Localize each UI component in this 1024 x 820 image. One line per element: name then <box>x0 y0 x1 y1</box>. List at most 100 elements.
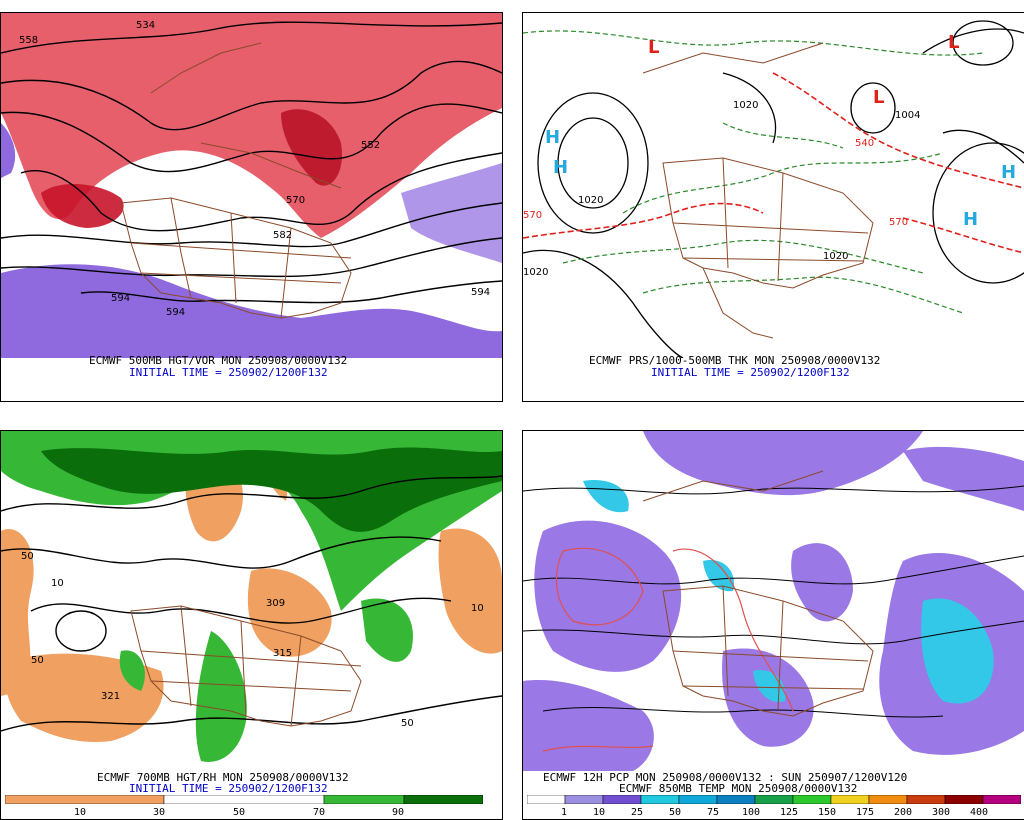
colorbar-swatch <box>602 795 642 804</box>
colorbar-label: 200 <box>894 807 913 818</box>
colorbar-label: 90 <box>392 807 405 818</box>
colorbar-label: 175 <box>856 807 875 818</box>
contour-label: 594 <box>166 307 185 318</box>
contour-label: 50 <box>31 655 44 666</box>
colorbar-swatch <box>403 795 483 804</box>
contour-label: 558 <box>19 35 38 46</box>
contour-label: 594 <box>471 287 490 298</box>
contour-label: 534 <box>136 20 155 31</box>
contour-label: 10 <box>51 578 64 589</box>
contour-label: 1020 <box>578 195 603 206</box>
colorbar-swatch <box>527 795 566 804</box>
panel-12h-pcp-850mb-temp: ECMWF 12H PCP MON 250908/0000V132 : SUN … <box>522 430 1024 820</box>
very-moist-rh-areas <box>41 447 502 532</box>
colorbar-label: 150 <box>818 807 837 818</box>
colorbar-swatch <box>678 795 718 804</box>
colorbar-label: 70 <box>313 807 326 818</box>
colorbar-swatch <box>868 795 908 804</box>
contour-label: 321 <box>101 691 120 702</box>
high-pressure-symbol: H <box>545 127 560 148</box>
panel-caption: ECMWF 12H PCP MON 250908/0000V132 : SUN … <box>543 771 908 784</box>
colorbar-swatch <box>323 795 405 804</box>
colorbar-swatch <box>982 795 1021 804</box>
colorbar-label: 50 <box>669 807 682 818</box>
precip-heavy-areas <box>583 480 994 704</box>
map-12h-pcp-850mb-temp <box>523 431 1024 771</box>
contour-label: 315 <box>273 648 292 659</box>
initial-time: INITIAL TIME = 250902/1200F132 <box>651 366 850 379</box>
contour-label: 1020 <box>523 267 548 278</box>
contour-labels: 558 534 552 570 582 594 594 594 <box>19 20 490 318</box>
colorbar-label: 300 <box>932 807 951 818</box>
contour-label: 552 <box>361 140 380 151</box>
panel-700mb-hgt-rh: 50 10 50 309 315 321 50 10 ECMWF 700MB H… <box>0 430 503 820</box>
rh-colorbar <box>5 795 483 804</box>
contour-label: 594 <box>111 293 130 304</box>
positive-vorticity-area <box>281 109 342 186</box>
map-700mb-hgt-rh: 50 10 50 309 315 321 50 10 <box>1 431 502 773</box>
contour-labels: 50 10 50 309 315 321 50 10 <box>21 551 484 729</box>
colorbar-label: 125 <box>780 807 799 818</box>
map-prs-thickness: H H H H L L L 1020 1020 1020 1004 570 54… <box>523 13 1024 358</box>
negative-vorticity-area <box>401 163 502 263</box>
panel-caption: ECMWF 700MB HGT/RH MON 250908/0000V132 <box>97 771 349 784</box>
contour-label: 50 <box>401 718 414 729</box>
negative-vorticity-area <box>1 123 16 178</box>
high-pressure-symbol: H <box>1001 162 1016 183</box>
colorbar-swatch <box>830 795 870 804</box>
colorbar-swatch <box>906 795 946 804</box>
colorbar-label: 10 <box>593 807 606 818</box>
negative-vorticity-area <box>1 264 502 358</box>
colorbar-label: 10 <box>74 807 87 818</box>
political-borders <box>642 470 874 717</box>
colorbar-label: 25 <box>631 807 644 818</box>
contour-label: 570 <box>523 210 542 221</box>
temperature-contours <box>523 485 1024 718</box>
map-500mb-hgt-vor: 558 534 552 570 582 594 594 594 <box>1 13 502 358</box>
colorbar-swatch <box>792 795 832 804</box>
contour-label: 1020 <box>823 251 848 262</box>
colorbar-label: 1 <box>561 807 568 818</box>
colorbar-swatch <box>944 795 984 804</box>
contour-label: 570 <box>889 217 908 228</box>
panel-500mb-hgt-vor: 558 534 552 570 582 594 594 594 ECMWF 50… <box>0 12 503 402</box>
contour-labels: 1020 1020 1020 1004 570 540 570 1020 <box>523 100 920 278</box>
thickness-cold-contours <box>523 30 984 314</box>
contour-label: 309 <box>266 598 285 609</box>
low-pressure-symbol: L <box>948 32 959 53</box>
colorbar-swatch <box>716 795 756 804</box>
initial-time: INITIAL TIME = 250902/1200F132 <box>129 366 328 379</box>
positive-vorticity-area <box>1 13 502 238</box>
panel-caption: ECMWF 500MB HGT/VOR MON 250908/0000V132 <box>89 354 348 367</box>
colorbar-label: 50 <box>233 807 246 818</box>
colorbar-swatch <box>5 795 165 804</box>
political-borders <box>120 42 352 319</box>
panel-caption: ECMWF PRS/1000-500MB THK MON 250908/0000… <box>589 354 881 367</box>
colorbar-swatch <box>754 795 794 804</box>
contour-label: 50 <box>21 551 34 562</box>
contour-label: 582 <box>273 230 292 241</box>
political-borders <box>642 42 874 339</box>
colorbar-label: 100 <box>742 807 761 818</box>
colorbar-swatch <box>163 795 325 804</box>
contour-label: 570 <box>286 195 305 206</box>
initial-time: INITIAL TIME = 250902/1200F132 <box>129 782 328 795</box>
high-pressure-symbol: H <box>963 209 978 230</box>
thickness-warm-contours <box>523 72 1024 254</box>
contour-label: 10 <box>471 603 484 614</box>
contour-label: 1020 <box>733 100 758 111</box>
colorbar-label: 30 <box>153 807 166 818</box>
colorbar-label: 400 <box>970 807 989 818</box>
panel-caption-secondary: ECMWF 850MB TEMP MON 250908/0000V132 <box>619 782 858 795</box>
panel-prs-thickness: H H H H L L L 1020 1020 1020 1004 570 54… <box>522 12 1024 402</box>
contour-label: 540 <box>855 138 874 149</box>
political-borders <box>130 605 362 727</box>
isobar-contours <box>523 20 1024 358</box>
positive-vorticity-area <box>41 183 124 228</box>
contour-label: 1004 <box>895 110 920 121</box>
low-pressure-symbol: L <box>648 37 659 58</box>
high-pressure-symbol: H <box>553 157 568 178</box>
colorbar-swatch <box>564 795 604 804</box>
pcp-colorbar <box>527 795 1021 804</box>
low-pressure-symbol: L <box>873 87 884 108</box>
